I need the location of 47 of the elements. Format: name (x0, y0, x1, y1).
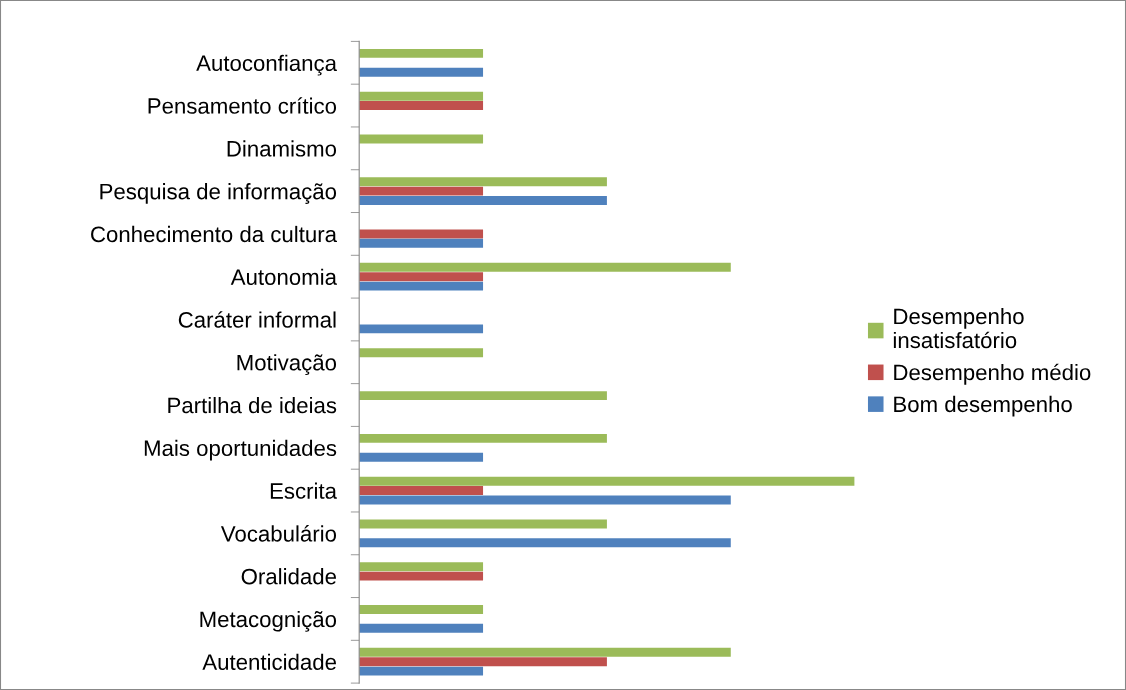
bar (359, 91, 484, 101)
y-tick-label: Conhecimento da cultura (91, 225, 337, 243)
bar (359, 196, 607, 206)
bar (359, 177, 607, 187)
bar (359, 67, 484, 77)
legend-label: Desempenho insatisfatório (893, 307, 1024, 349)
bar (359, 433, 607, 443)
y-tick-label: Motivação (237, 354, 337, 376)
legend-label: Desempenho médio (894, 363, 1091, 385)
bar (359, 229, 484, 239)
bar (359, 571, 484, 581)
y-tick-label: Escrita (270, 482, 337, 499)
bar (359, 452, 484, 462)
bar (359, 562, 484, 572)
bar (359, 134, 484, 144)
bar (359, 476, 855, 486)
bar (359, 48, 484, 58)
bar (359, 186, 484, 196)
y-tick-label: Autonomia (230, 268, 337, 285)
bar (359, 605, 484, 614)
bar (359, 538, 731, 548)
bar (359, 262, 731, 272)
y-tick-label: Dinamismo (227, 140, 337, 157)
bar (359, 486, 484, 496)
y-tick-label: Autenticidade (202, 653, 336, 670)
bar (359, 647, 731, 657)
bar (359, 666, 484, 676)
y-tick-label: Metacognição (200, 610, 337, 632)
y-tick-label: Pensamento crítico (148, 97, 337, 114)
bar (359, 324, 484, 334)
bar (359, 623, 484, 633)
bar (359, 281, 484, 291)
y-tick-label: Caráter informal (178, 311, 336, 328)
bar (359, 101, 484, 111)
legend-label: Bom desempenho (894, 395, 1072, 417)
bar (359, 657, 607, 667)
bar (359, 519, 607, 529)
bar (359, 272, 484, 282)
y-tick-label: Partilha de ideias (168, 396, 337, 414)
y-tick-label: Vocabulário (220, 525, 337, 542)
bar (359, 238, 484, 248)
y-tick-label: Pesquisa de informação (100, 183, 337, 204)
y-tick-label: Mais oportunidades (144, 439, 337, 461)
y-tick-label: Autoconfiança (196, 54, 337, 76)
bar (359, 348, 484, 358)
y-tick-label: Oralidade (241, 568, 336, 585)
bar (359, 391, 607, 401)
